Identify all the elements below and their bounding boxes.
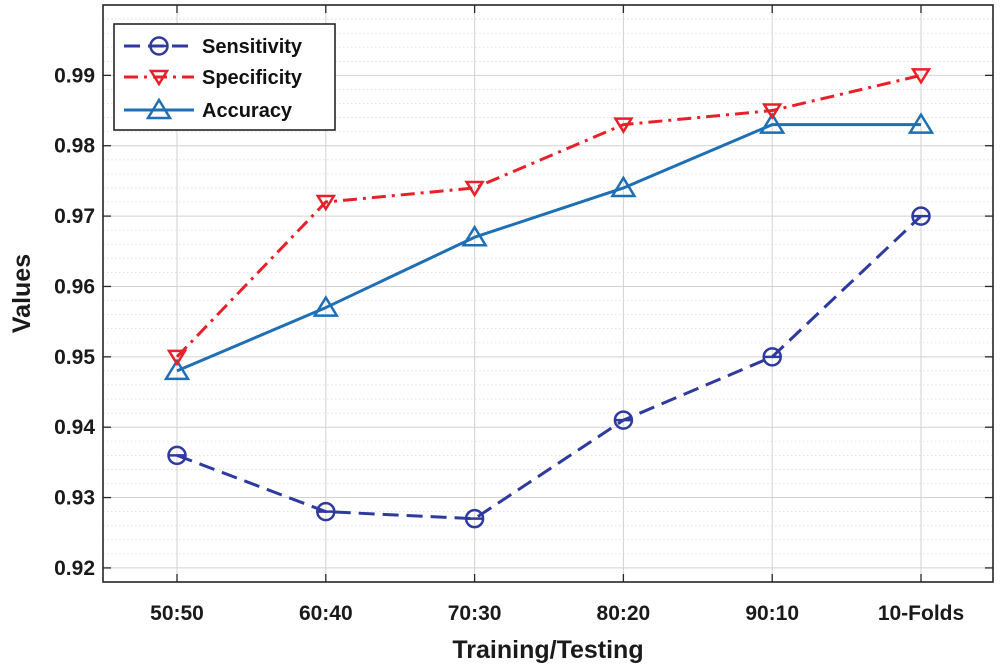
specificity-point: [761, 103, 783, 120]
legend-label-specificity: Specificity: [202, 67, 303, 89]
sensitivity-line: [176, 215, 923, 521]
legend-marker-accuracy: [145, 97, 173, 120]
sensitivity-point: [167, 445, 187, 466]
legend-label-sensitivity: Sensitivity: [202, 36, 303, 58]
specificity-point: [166, 349, 188, 367]
y-tick-label: 0.94: [54, 416, 95, 439]
plot-area: [102, 4, 994, 583]
x-tick-label: 70:30: [448, 602, 502, 625]
series-sensitivity: [167, 206, 931, 529]
y-tick-label: 0.96: [54, 275, 95, 298]
accuracy-point: [907, 112, 935, 134]
series-accuracy: [163, 112, 935, 381]
accuracy-point: [461, 224, 488, 247]
accuracy-point: [610, 175, 637, 198]
sensitivity-point: [762, 347, 782, 367]
accuracy-point: [312, 295, 340, 317]
y-tick-label: 0.95: [54, 346, 95, 369]
sensitivity-point: [464, 508, 485, 529]
y-tick-label: 0.93: [54, 487, 95, 510]
legend-label-accuracy: Accuracy: [202, 100, 293, 122]
y-tick-label: 0.92: [54, 557, 95, 580]
y-axis-label: Values: [8, 254, 36, 333]
y-tick-label: 0.99: [54, 64, 95, 87]
series-specificity: [166, 68, 932, 367]
x-tick-label: 80:20: [597, 602, 651, 625]
x-tick-label: 90:10: [745, 602, 799, 625]
specificity-point: [910, 68, 932, 85]
specificity-point: [315, 194, 337, 212]
specificity-point: [613, 117, 634, 135]
sensitivity-point: [613, 410, 634, 430]
accuracy-line: [176, 123, 921, 373]
specificity-point: [464, 180, 485, 198]
accuracy-point: [163, 358, 191, 381]
y-tick-label: 0.98: [54, 135, 95, 158]
sensitivity-point: [316, 501, 336, 522]
series-group: [163, 68, 935, 529]
y-tick-label: 0.97: [54, 205, 95, 228]
x-axis-label: Training/Testing: [452, 636, 643, 664]
accuracy-point: [758, 112, 786, 134]
legend-marker-specificity: [148, 69, 170, 87]
specificity-line: [175, 73, 922, 358]
x-tick-label: 50:50: [150, 602, 204, 625]
sensitivity-point: [911, 206, 931, 226]
legend-marker-sensitivity: [149, 36, 169, 56]
legend: Sensitivity Specificity Accuracy: [113, 23, 336, 131]
axis-ticks: 0.92 0.93 0.94 0.95 0.96 0.97 0.98 0.99 50:50 60:…: [54, 5, 993, 625]
x-tick-label: 60:40: [299, 602, 353, 625]
x-tick-label: 10-Folds: [878, 602, 964, 625]
